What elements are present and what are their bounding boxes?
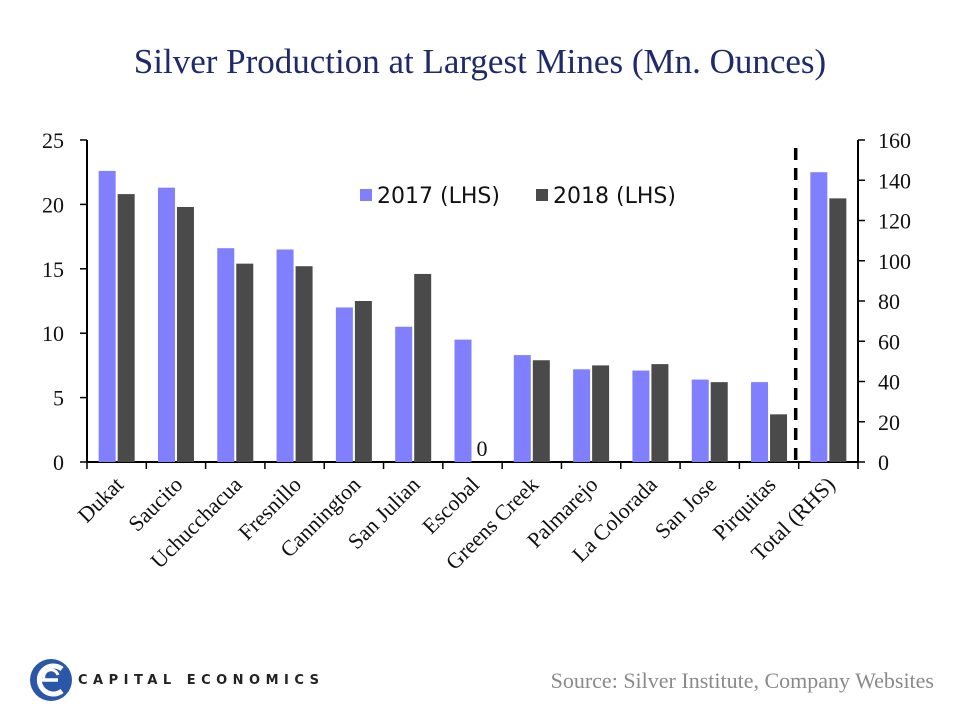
left-axis-tick-label: 10 [42,321,64,346]
bar-2017-la-colorada [632,370,650,462]
legend-label: 2017 (LHS) [377,184,500,209]
right-axis-tick-label: 120 [878,209,911,234]
bar-2018-dukat [117,194,135,462]
legend-swatch [536,189,548,201]
bar-2018-la-colorada [651,364,669,462]
bar-2018-pirquitas [770,414,788,462]
capital-economics-logo-icon [30,659,72,701]
bar-2018-saucito [176,206,194,462]
bar-2017-fresnillo [276,249,294,462]
bar-2017-saucito [157,187,175,462]
left-axis-tick-label: 0 [53,450,64,475]
bar-2017-palmarejo [573,369,591,462]
right-axis-tick-label: 0 [878,450,889,475]
bar-2018-san-jose [710,382,728,462]
source-note: Source: Silver Institute, Company Websit… [550,668,934,693]
bar-2017-pirquitas [751,382,769,462]
bar-2018-cannington [354,301,372,462]
left-axis-tick-label: 15 [42,257,64,282]
left-axis-tick-label: 20 [42,192,64,217]
right-axis-tick-label: 100 [878,249,911,274]
legend-label: 2018 (LHS) [553,184,676,209]
left-axis-tick-label: 25 [42,128,64,153]
bar-2017-greens-creek [513,355,531,462]
x-axis-category-label: San Jose [650,472,722,544]
bar-2018-san-julian [414,273,432,462]
bar-2017-dukat [98,170,116,463]
right-axis-tick-label: 160 [878,128,911,153]
bar-2018-uchucchacua [236,263,254,462]
bar-2018-greens-creek [532,360,550,462]
bar-2017-cannington [335,307,353,462]
bar-2017-uchucchacua [217,248,235,462]
legend-swatch [360,189,372,201]
bar-2018-total-rhs- [829,198,847,463]
bar-2017-escobal [454,339,472,462]
left-axis-tick-label: 5 [53,386,64,411]
bar-2018-fresnillo [295,266,313,462]
capital-economics-logo: CAPITAL ECONOMICS [28,652,325,708]
logo-wordmark: CAPITAL ECONOMICS [78,672,325,688]
bar-2017-san-jose [691,379,709,462]
right-axis-tick-label: 40 [878,370,900,395]
right-axis-tick-label: 20 [878,410,900,435]
bar-2017-san-julian [395,326,413,462]
x-axis-category-label: Dukat [72,472,128,528]
right-axis-tick-label: 80 [878,289,900,314]
bar-2018-palmarejo [592,365,610,462]
right-axis-tick-label: 140 [878,168,911,193]
right-axis-tick-label: 60 [878,329,900,354]
bar-2017-total-rhs- [810,172,828,462]
chart-title: Silver Production at Largest Mines (Mn. … [133,42,827,81]
data-label: 0 [477,436,488,461]
